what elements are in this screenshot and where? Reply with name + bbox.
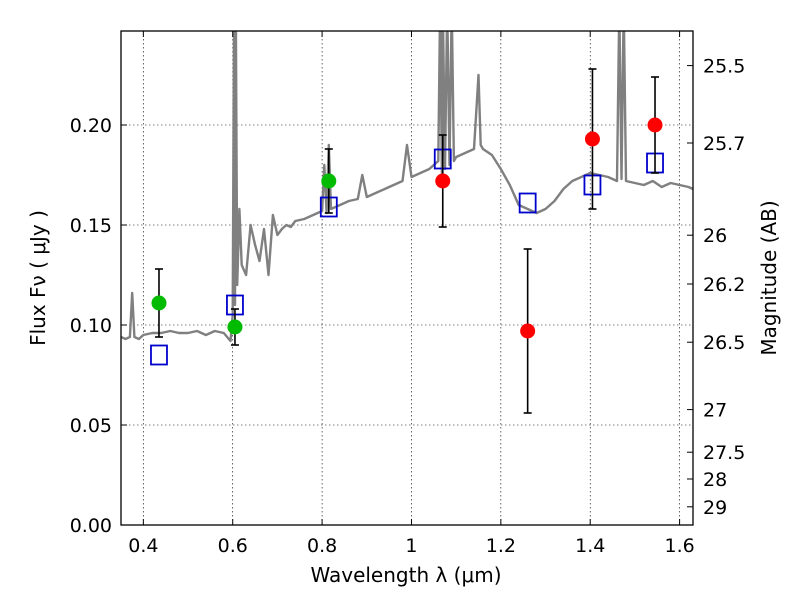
y-right-tick-label: 27.5	[703, 442, 745, 464]
y-right-tick-label: 26	[703, 225, 727, 247]
x-tick-label: 0.6	[218, 535, 248, 557]
y-tick-label: 0.00	[70, 515, 112, 537]
data-marks	[121, 31, 693, 414]
y-axis-title: Flux Fν ( μJy )	[26, 210, 50, 346]
x-tick-label: 0.4	[128, 535, 158, 557]
data-point	[151, 295, 167, 311]
y-right-tick-label: 28	[703, 469, 727, 491]
y-right-tick-label: 26.5	[703, 332, 745, 354]
data-point	[435, 173, 451, 189]
model-point	[518, 192, 537, 214]
y-tick-label: 0.20	[70, 115, 112, 137]
y-right-tick-label: 25.7	[703, 133, 745, 155]
plot-area	[121, 31, 693, 525]
data-point	[647, 117, 663, 133]
x-tick-label: 1.6	[664, 535, 694, 557]
axis-ticks: 0.4 0.6 0.8 1 1.2 1.4 1.6 0.00 0.05 0.10 0.15 0.20 2…	[70, 31, 745, 557]
y-right-tick-label: 26.2	[703, 274, 745, 296]
model-point	[150, 344, 168, 366]
x-tick-label: 1.2	[486, 535, 516, 557]
y-tick-label: 0.05	[70, 415, 112, 437]
data-point	[520, 323, 536, 339]
y-right-tick-label: 27	[703, 400, 727, 422]
x-axis-title: Wavelength λ (μm)	[310, 563, 501, 587]
plot-frame	[120, 30, 694, 526]
x-tick-label: 1.4	[575, 535, 605, 557]
x-tick-label: 0.8	[307, 535, 337, 557]
data-point	[584, 131, 600, 147]
y-tick-label: 0.15	[70, 215, 112, 237]
x-tick-label: 1	[405, 535, 417, 557]
y-right-tick-label: 29	[703, 497, 727, 519]
y-tick-label: 0.10	[70, 315, 112, 337]
y-axis-right-title: Magnitude (AB)	[757, 200, 781, 355]
data-point	[321, 173, 337, 189]
data-point	[227, 319, 243, 335]
y-right-tick-label: 25.5	[703, 56, 745, 78]
